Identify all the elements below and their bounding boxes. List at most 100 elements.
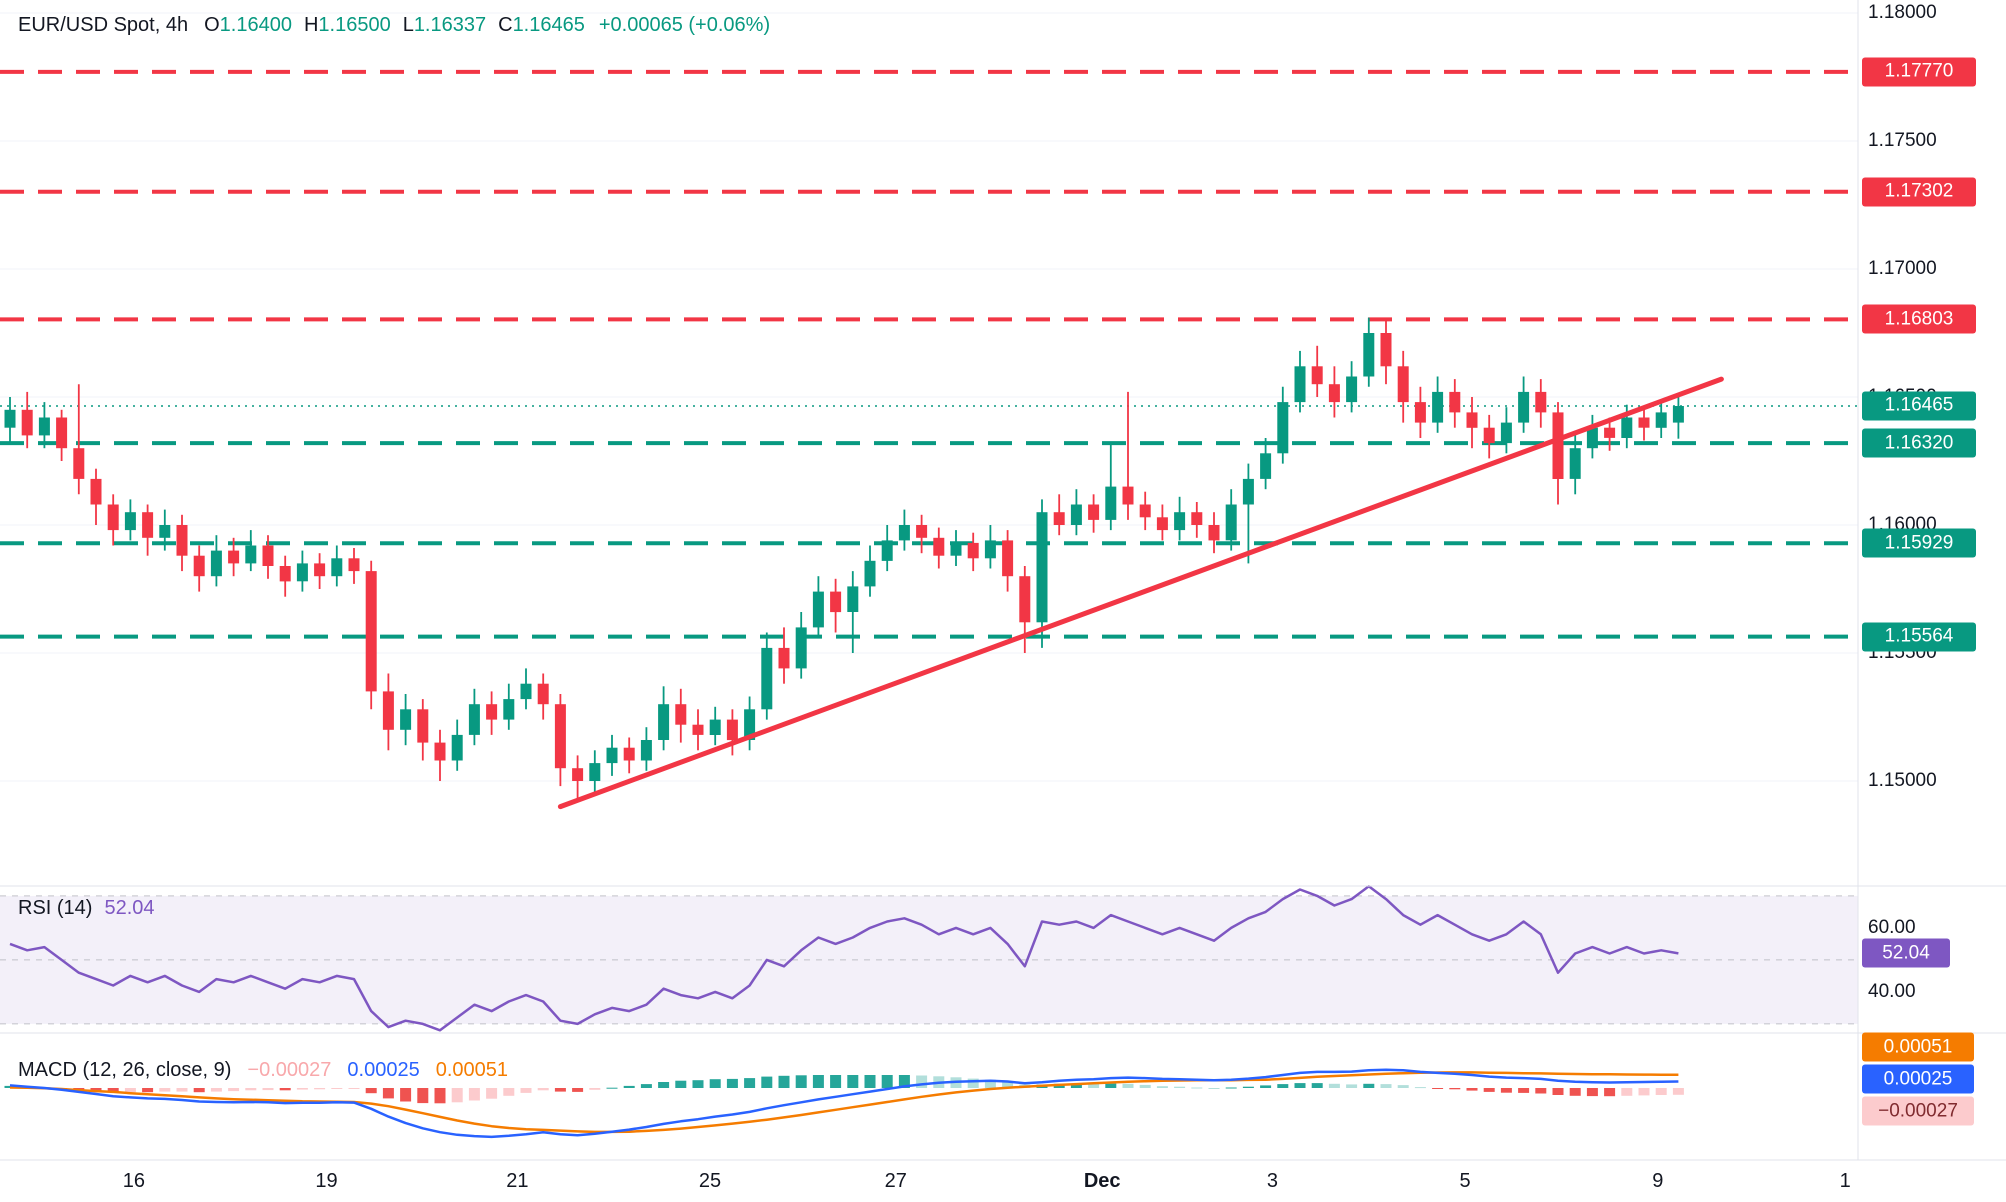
symbol-title[interactable]: EUR/USD Spot, 4h [18,14,189,36]
macd-histogram-bar [1294,1083,1306,1088]
macd-histogram-bar [1397,1085,1409,1088]
candle-body [916,525,928,538]
candle-body [503,699,515,720]
macd-histogram-bar [623,1085,635,1088]
candle-body [1397,366,1409,403]
macd-histogram-bar [1122,1083,1134,1088]
candle-body [1225,504,1237,541]
macd-histogram-bar [1174,1086,1186,1088]
macd-line [9,1068,1679,1139]
candle-body [142,512,154,538]
time-axis[interactable] [0,1160,2006,1202]
macd-histogram-bar [1552,1088,1564,1095]
candle-body [56,417,68,449]
candle-body [159,525,171,538]
macd-histogram-bar [296,1088,308,1090]
macd-histogram-bar [984,1079,996,1088]
macd-histogram-bar [1604,1088,1616,1097]
price-axis[interactable] [1858,0,2006,1160]
macd-histogram-bar [898,1075,910,1088]
candle-body [193,555,205,577]
candle-body [658,704,670,740]
candle-body [1449,391,1461,413]
candle-body [210,550,222,577]
candle-body [572,768,584,781]
candle-body [1518,391,1530,423]
ohlc-low: L1.16337 [403,14,486,36]
candle-body [537,683,549,705]
macd-histogram-bar [692,1080,704,1088]
trendline[interactable] [557,376,1724,810]
open-value: 1.16400 [219,14,292,36]
macd-histogram-bar [1363,1083,1375,1088]
macd-histogram-bar [1466,1088,1478,1091]
macd-histogram-bar [537,1088,549,1091]
candle-body [726,719,738,741]
ohlc-open: O1.16400 [204,14,292,36]
candle-body [73,448,85,479]
macd-histogram-bar [812,1075,824,1088]
candle-body [967,542,979,559]
symbol-legend: EUR/USD Spot, 4h O1.16400 H1.16500 L1.16337… [18,14,770,37]
macd-histogram-bar [1277,1084,1289,1088]
ohlc-close: C1.16465 [498,14,585,36]
macd-histogram-bar [176,1088,188,1092]
macd-histogram-bar [124,1088,136,1093]
macd-line-value: 0.00025 [347,1059,420,1081]
candle-body [675,704,687,725]
macd-histogram-bar [348,1088,360,1089]
candle-body [1432,391,1444,423]
macd-histogram-bar [709,1079,721,1088]
macd-histogram-bar [881,1075,893,1088]
macd-histogram-bar [159,1088,171,1092]
macd-histogram-bar [1139,1084,1151,1088]
rsi-indicator-title[interactable]: RSI (14) [18,897,93,919]
candle-body [881,540,893,561]
candle-body [778,647,790,669]
macd-indicator-title[interactable]: MACD (12, 26, close, 9) [18,1059,232,1081]
candle-body [1363,333,1375,377]
macd-histogram-bar [400,1088,412,1102]
macd-histogram-bar [1432,1088,1444,1089]
low-label: L [402,14,414,36]
candle-body [640,740,652,761]
candle-body [400,709,412,730]
macd-histogram-bar [1380,1084,1392,1088]
macd-legend: MACD (12, 26, close, 9) −0.00027 0.00025 0.… [18,1059,508,1082]
candle-body [1191,512,1203,525]
candle-body [262,545,274,566]
candle-body [1242,478,1254,505]
candle-body [1638,417,1650,428]
candle-body [1328,384,1340,403]
candle-body [1586,427,1598,449]
macd-histogram-bar [1328,1083,1340,1088]
candle-body [692,724,704,735]
candle-body [1036,512,1048,623]
macd-pane [4,1068,1684,1139]
candle-body [1655,412,1667,428]
candle-body [795,627,807,669]
candle-body [365,571,377,692]
macd-histogram-bar [1088,1083,1100,1088]
candle-body [1311,366,1323,385]
high-value: 1.16500 [318,14,391,36]
candle-body [1380,333,1392,367]
candle-body [1260,453,1272,479]
candle-body [417,709,429,743]
candle-body [90,478,102,505]
candle-body [830,591,842,613]
candle-body [1466,412,1478,428]
macd-histogram-bar [916,1075,928,1088]
macd-histogram-bar [1156,1086,1168,1088]
candle-body [1346,376,1358,403]
macd-histogram-bar [1225,1087,1237,1089]
candle-body [451,734,463,761]
candle-body [486,704,498,720]
candle-body [21,409,33,436]
candle-body [606,747,618,764]
macd-histogram-bar [107,1088,119,1093]
macd-histogram-bar [1346,1084,1358,1088]
separators [0,0,2006,1161]
macd-histogram-bar [726,1078,738,1088]
